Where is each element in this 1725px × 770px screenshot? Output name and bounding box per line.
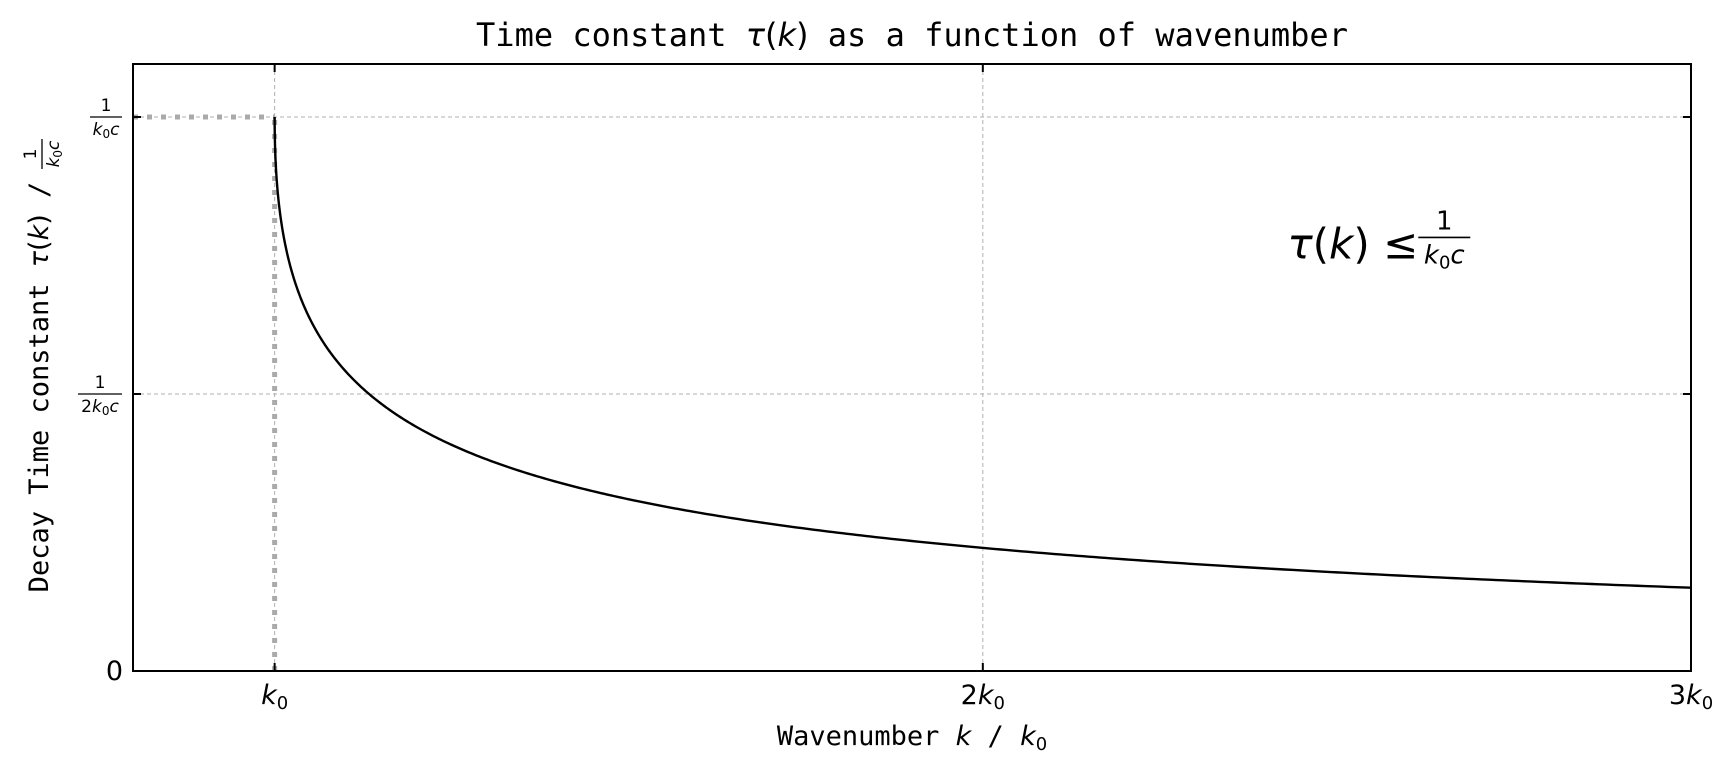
x-tick-label: 2k0 (961, 680, 1005, 714)
x-tick-label: k0 (261, 680, 288, 714)
x-tick-label: 3k0 (1669, 680, 1713, 714)
plot-frame (132, 63, 1692, 672)
inequality-annotation: τ(k) ≤ 1 k0c (1287, 206, 1471, 273)
svg-text:k0c: k0c (1424, 240, 1465, 273)
svg-text:2k0c: 2k0c (81, 397, 119, 418)
svg-text:k0c: k0c (93, 120, 121, 141)
svg-text:1: 1 (101, 96, 112, 116)
reference-lines (133, 114, 278, 671)
svg-text:1: 1 (95, 373, 106, 393)
y-label-fraction: 1 k0c (21, 139, 65, 169)
annotation-fraction: 1 k0c (1418, 206, 1471, 273)
y-axis-label: Decay Time constant τ(k) / 1 k0c (21, 139, 65, 592)
x-ticks: k0 2k0 3k0 (261, 64, 1713, 714)
series-layer (273, 117, 1692, 589)
svg-text:1: 1 (21, 149, 41, 160)
svg-text:Decay Time constant τ(k) /: Decay Time constant τ(k) / (24, 182, 55, 593)
grid (133, 64, 1691, 671)
svg-text:k0c: k0c (44, 140, 65, 168)
y-tick-label: 1 2k0c (78, 373, 122, 418)
svg-text:τ(k) ≤: τ(k) ≤ (1287, 219, 1418, 268)
chart-title: Time constant τ(k) as a function of wave… (476, 16, 1348, 54)
y-tick-label: 0 (106, 656, 123, 687)
x-axis-label: Wavenumber k / k0 (777, 721, 1047, 755)
tau-curve (273, 117, 1692, 589)
svg-text:1: 1 (1436, 206, 1453, 236)
